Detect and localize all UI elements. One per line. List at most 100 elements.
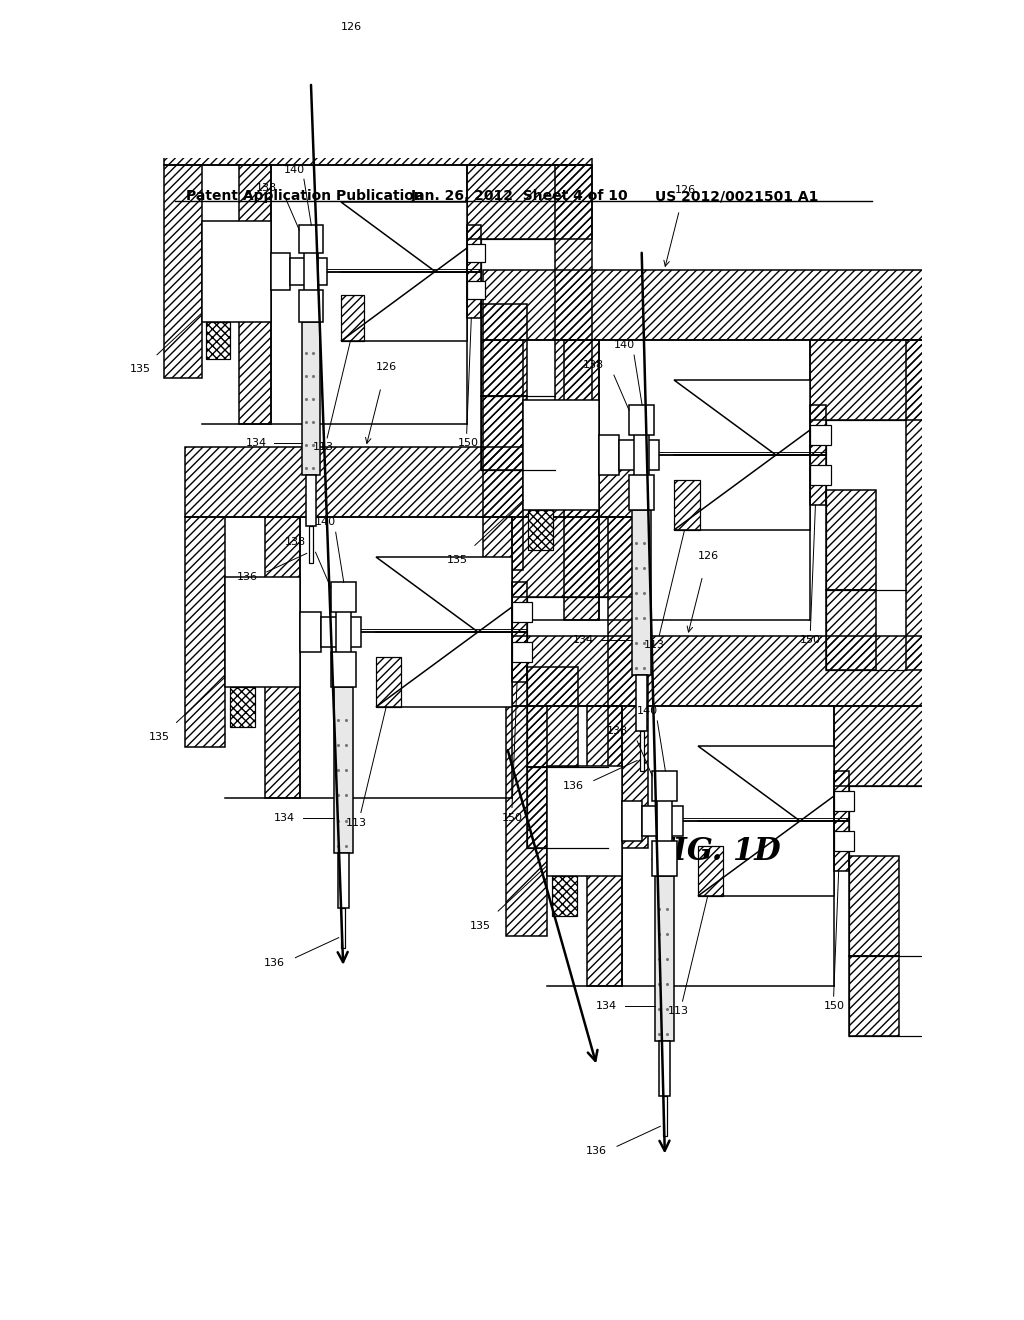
Bar [225, 577, 300, 688]
Bar [607, 517, 648, 847]
Bar [659, 1041, 671, 1096]
Text: US 2012/0021501 A1: US 2012/0021501 A1 [655, 189, 818, 203]
Bar [652, 841, 678, 876]
Bar [697, 846, 723, 896]
Text: 135: 135 [446, 556, 468, 565]
Bar [834, 706, 970, 785]
Bar [930, 706, 970, 1036]
Bar [302, 322, 319, 475]
Text: Patent Application Publication: Patent Application Publication [186, 189, 424, 203]
Bar [512, 582, 527, 682]
Bar [618, 441, 659, 470]
Bar [304, 230, 317, 309]
Bar [341, 908, 345, 948]
Bar [184, 447, 648, 517]
Text: 113: 113 [313, 442, 334, 453]
Bar [599, 436, 618, 475]
Bar [336, 587, 351, 672]
Bar [622, 801, 642, 841]
Bar [299, 290, 323, 322]
Bar [528, 511, 554, 550]
Bar [467, 281, 485, 300]
Bar [512, 643, 532, 663]
Bar [587, 706, 622, 986]
Bar [640, 730, 644, 771]
Bar [657, 776, 673, 861]
Bar [265, 517, 300, 797]
Bar [239, 165, 271, 424]
Bar [165, 100, 592, 165]
Bar [849, 956, 899, 1036]
Text: 113: 113 [644, 640, 666, 651]
Bar [547, 766, 622, 876]
Bar [655, 876, 675, 1041]
Text: 126: 126 [697, 550, 719, 561]
Text: 136: 136 [264, 958, 286, 968]
Text: 150: 150 [801, 635, 821, 645]
Text: 140: 140 [315, 517, 336, 527]
Bar [300, 612, 321, 652]
Bar [636, 676, 647, 730]
Bar [810, 465, 830, 486]
Bar [632, 511, 651, 676]
Bar [563, 341, 599, 620]
Bar [341, 294, 365, 341]
Bar [834, 791, 854, 810]
Bar [290, 257, 328, 285]
Text: 150: 150 [458, 437, 478, 447]
Bar [480, 396, 527, 470]
Bar [299, 226, 323, 253]
Text: 134: 134 [572, 635, 594, 645]
Bar [523, 400, 599, 511]
Bar [230, 688, 255, 727]
Bar [552, 876, 577, 916]
Polygon shape [697, 746, 834, 846]
Polygon shape [376, 607, 512, 708]
Polygon shape [341, 202, 467, 294]
Bar [634, 411, 649, 495]
Bar [834, 771, 849, 871]
Text: 135: 135 [148, 733, 169, 742]
Text: 136: 136 [237, 572, 257, 582]
Text: 126: 126 [341, 21, 362, 32]
Bar [483, 341, 523, 570]
Text: 113: 113 [668, 1006, 688, 1016]
Bar [467, 165, 592, 239]
Polygon shape [675, 380, 810, 480]
Text: 138: 138 [584, 360, 604, 370]
Bar [810, 341, 946, 420]
Text: 113: 113 [346, 817, 367, 828]
Text: 138: 138 [256, 183, 278, 193]
Bar [331, 582, 356, 612]
Bar [906, 341, 946, 671]
Text: 134: 134 [246, 437, 266, 447]
Polygon shape [376, 557, 512, 657]
Text: 150: 150 [502, 813, 523, 822]
Text: 138: 138 [285, 537, 306, 548]
Bar [810, 425, 830, 445]
Bar [321, 618, 360, 647]
Bar [202, 220, 271, 322]
Text: 140: 140 [284, 165, 305, 174]
Bar [338, 853, 349, 908]
Bar [512, 517, 648, 598]
Bar [480, 304, 527, 396]
Bar [206, 322, 229, 359]
Text: 136: 136 [563, 780, 584, 791]
Bar [663, 1096, 667, 1137]
Bar [825, 590, 876, 671]
Text: 140: 140 [637, 706, 657, 715]
Bar [331, 652, 356, 688]
Bar [309, 525, 312, 562]
Text: 126: 126 [675, 185, 695, 195]
Bar [334, 688, 353, 853]
Bar [642, 807, 683, 836]
Text: FIG. 1D: FIG. 1D [652, 836, 782, 867]
Bar [512, 602, 532, 622]
Text: 135: 135 [129, 363, 151, 374]
Bar [527, 767, 578, 847]
Text: 136: 136 [586, 1146, 607, 1156]
Bar [483, 271, 946, 341]
Polygon shape [675, 430, 810, 531]
Bar [629, 405, 654, 436]
